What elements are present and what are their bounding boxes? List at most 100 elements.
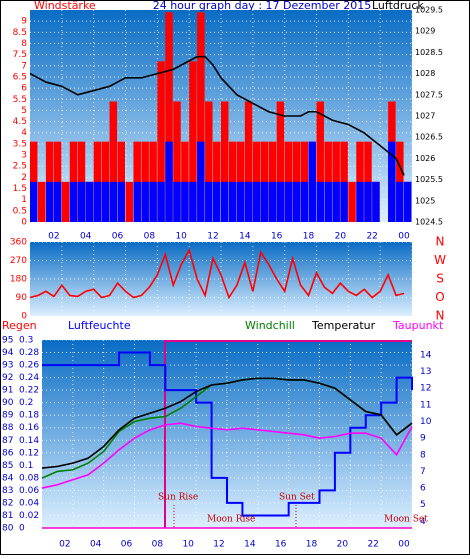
bar	[276, 181, 285, 222]
bar	[117, 181, 125, 222]
y2-tick-label: N	[436, 235, 445, 249]
y2-tick-label: 13	[420, 367, 431, 377]
bar	[69, 181, 78, 222]
bar	[268, 181, 277, 222]
y3-tick-label: 0.2	[19, 398, 33, 408]
bar	[340, 181, 348, 222]
bar	[404, 181, 412, 222]
bar	[61, 181, 70, 222]
y-tick-label: 89	[2, 411, 14, 421]
y2-tick-label: 1026	[415, 154, 435, 163]
series-line	[29, 248, 405, 300]
y2-tick-label: 1024.5	[415, 218, 443, 227]
y2-tick-label: 1027	[415, 112, 435, 121]
y3-tick-label: 0	[19, 524, 25, 534]
bar	[284, 181, 293, 222]
y-tick-label: 1.5	[13, 184, 27, 194]
x-tick-label: 16	[271, 232, 283, 242]
y-tick-label: 3	[21, 151, 27, 161]
y2-tick-label: 1027.5	[415, 90, 443, 99]
annotation: Moon Set	[384, 515, 428, 525]
y-tick-label: 6	[21, 84, 27, 94]
y3-tick-label: 0.04	[19, 498, 39, 508]
bar	[189, 61, 197, 222]
y2-tick-label: S	[436, 272, 444, 286]
y2-tick-label: O	[435, 290, 444, 304]
y-tick-label: 90	[16, 293, 28, 303]
bar	[197, 12, 205, 222]
y3-tick-label: 0.08	[19, 473, 39, 483]
bar	[244, 181, 253, 222]
annotation: Sun Rise	[158, 493, 198, 503]
y2-tick-label: 4	[420, 517, 426, 527]
bar	[205, 181, 213, 222]
y2-tick-label: 1029.5	[415, 6, 443, 15]
legend-label: Taupunkt	[392, 319, 444, 332]
daylight-frame	[164, 340, 412, 528]
bar	[165, 12, 173, 222]
y-tick-label: 2.5	[13, 162, 27, 172]
legend-label: Windchill	[245, 319, 295, 332]
x-tick-label: 04	[80, 232, 92, 242]
bar	[348, 181, 356, 222]
y-tick-label: 1	[21, 195, 27, 205]
legend-label: Temperatur	[311, 319, 376, 332]
x-tick-label: 14	[239, 232, 251, 242]
y-tick-label: 0.5	[13, 206, 27, 216]
series-line	[41, 422, 413, 489]
y-tick-label: 9	[21, 17, 27, 27]
y-tick-label: 5.5	[13, 95, 27, 105]
x-tick-label: 22	[366, 232, 377, 242]
bar	[292, 181, 301, 222]
y2-tick-label: 7	[420, 467, 426, 477]
bar	[109, 181, 118, 222]
y3-tick-label: 0.02	[19, 511, 39, 521]
bar	[149, 181, 157, 222]
y-tick-label: 80	[2, 524, 14, 534]
legend-label: Regen	[2, 319, 37, 332]
bar	[396, 181, 404, 222]
y-tick-label: 4.5	[13, 117, 27, 127]
y3-tick-label: 0.22	[19, 386, 39, 396]
x-tick-label: 02	[59, 540, 70, 550]
bar	[157, 61, 165, 222]
x-tick-label: 10	[182, 540, 194, 550]
y3-tick-label: 0.16	[19, 423, 39, 433]
y-tick-label: 93	[2, 361, 13, 371]
y2-tick-label: 1025	[415, 196, 435, 205]
bar	[308, 141, 316, 222]
bar	[125, 181, 133, 222]
y2-tick-label: 10	[420, 417, 432, 427]
bar	[189, 181, 197, 222]
bar	[372, 181, 380, 222]
y2-tick-label: 12	[420, 384, 431, 394]
bar	[173, 181, 181, 222]
y3-tick-label: 0.24	[19, 373, 39, 383]
series-line	[42, 351, 413, 517]
y-tick-label: 5	[21, 106, 27, 116]
bar	[324, 181, 332, 222]
x-tick-label: 12	[207, 232, 218, 242]
bar	[37, 181, 46, 222]
y2-tick-label: 11	[420, 400, 431, 410]
y-tick-label: 94	[2, 348, 14, 358]
bar	[30, 181, 38, 222]
y-tick-label: 360	[10, 238, 27, 248]
y2-tick-label: 1029	[415, 27, 435, 36]
y2-tick-label: 14	[420, 350, 432, 360]
bar	[77, 181, 86, 222]
y-tick-label: 8	[21, 39, 27, 49]
legend-label: Luftfeuchte	[68, 319, 131, 332]
bar	[173, 101, 181, 222]
bar	[244, 101, 253, 222]
bar	[228, 181, 237, 222]
chart-title: 24 hour graph day : 17 Dezember 2015	[153, 0, 372, 12]
y-tick-label: 85	[2, 461, 13, 471]
y-tick-label: 180	[10, 275, 27, 285]
bar	[316, 101, 324, 222]
y2-tick-label: 1028	[415, 69, 435, 78]
bar	[197, 141, 205, 222]
bar	[213, 181, 221, 222]
y-tick-label: 7	[21, 61, 27, 71]
y-tick-label: 88	[2, 423, 14, 433]
